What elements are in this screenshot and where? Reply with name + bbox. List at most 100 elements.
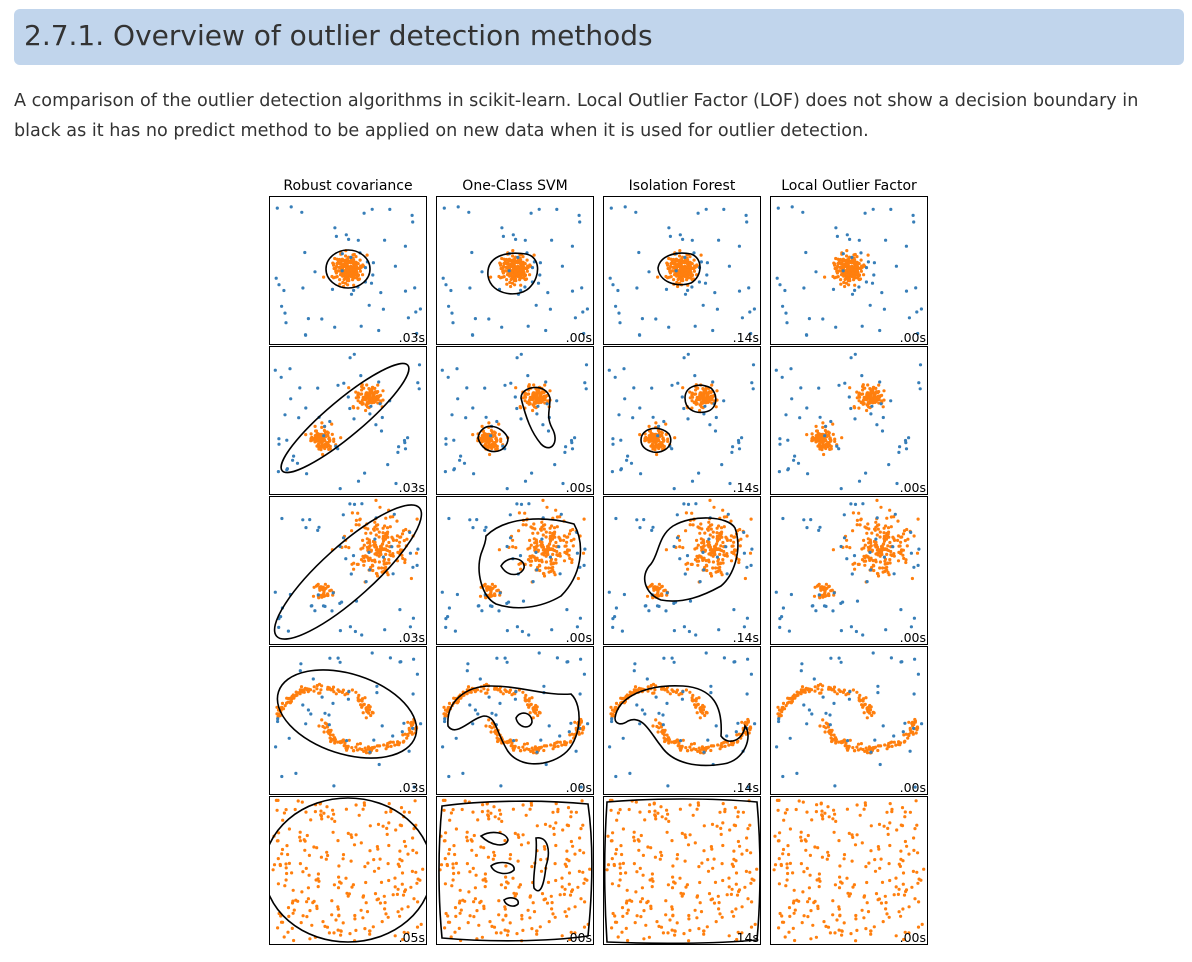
inlier-point (489, 586, 493, 590)
inlier-point (822, 724, 826, 729)
inlier-point (857, 277, 861, 282)
inlier-point (700, 745, 704, 749)
outlier-point (304, 526, 308, 530)
inlier-point (391, 552, 395, 556)
inlier-point (865, 751, 870, 755)
outlier-point (348, 625, 352, 629)
inlier-point (876, 574, 881, 578)
inlier-point (476, 818, 480, 822)
inlier-point (710, 744, 714, 748)
inlier-point (396, 887, 400, 891)
outlier-point (821, 317, 825, 321)
outlier-point (690, 238, 694, 242)
outlier-point (500, 226, 504, 230)
outlier-point (853, 288, 857, 292)
inlier-point (570, 732, 574, 736)
inlier-point (332, 437, 336, 441)
inlier-point (696, 386, 700, 390)
panel-frame (603, 646, 761, 795)
runtime-label: .14s (733, 480, 759, 495)
inlier-point (285, 844, 289, 848)
inlier-point (530, 398, 534, 402)
inlier-point (352, 268, 356, 272)
inlier-point (331, 733, 335, 737)
inlier-point (384, 810, 388, 814)
inlier-point (322, 428, 326, 433)
inlier-point (303, 839, 307, 843)
inlier-point (869, 556, 873, 561)
panel: .00s (436, 646, 594, 795)
inlier-point (514, 277, 518, 281)
runtime-label: .03s (399, 330, 425, 345)
inlier-point (325, 850, 329, 854)
inlier-point (862, 273, 866, 277)
inlier-point (682, 260, 686, 265)
inlier-point (853, 283, 857, 287)
outlier-point (441, 276, 445, 280)
inlier-point (863, 543, 867, 547)
outlier-point (459, 454, 463, 458)
inlier-point (447, 701, 452, 705)
outlier-point (781, 606, 785, 610)
outlier-point (363, 471, 367, 475)
outlier-point (746, 657, 750, 661)
inlier-point (325, 805, 329, 809)
inlier-point (693, 558, 698, 562)
outlier-point (790, 397, 794, 401)
inlier-point (526, 841, 530, 845)
inlier-point (283, 884, 287, 888)
outlier-point (372, 738, 376, 742)
inlier-point (551, 747, 555, 751)
outlier-point (283, 311, 287, 315)
inlier-point (349, 268, 353, 272)
inlier-point (889, 525, 893, 529)
inlier-point (887, 573, 891, 577)
inlier-point (373, 545, 377, 549)
inlier-point (290, 871, 294, 875)
inlier-point (366, 400, 370, 404)
inlier-point (821, 425, 825, 429)
outlier-point (805, 722, 809, 726)
inlier-point (890, 744, 894, 748)
outlier-point (882, 307, 886, 311)
outlier-point (749, 672, 753, 676)
inlier-point (525, 742, 529, 746)
inlier-point (487, 718, 491, 722)
outlier-point (503, 656, 507, 660)
outlier-point (894, 264, 898, 268)
outlier-point (349, 572, 353, 576)
inlier-point (482, 687, 486, 691)
inlier-point (709, 574, 714, 578)
inlier-point (700, 400, 704, 404)
section-header: 2.7.1. Overview of outlier detection met… (14, 9, 1184, 65)
inlier-point (707, 545, 711, 549)
inlier-point (588, 867, 592, 871)
inlier-point (856, 742, 861, 746)
panel-background (436, 796, 594, 945)
outlier-point (332, 784, 336, 788)
outlier-point (916, 672, 920, 676)
inlier-point (881, 542, 885, 546)
inlier-point (318, 444, 322, 448)
outlier-point (527, 633, 531, 637)
inlier-point (497, 899, 501, 903)
inlier-point (521, 272, 525, 276)
outlier-point (621, 736, 625, 740)
outlier-point (309, 604, 313, 608)
outlier-point (553, 463, 557, 467)
inlier-point (393, 743, 397, 747)
outlier-point (563, 450, 567, 454)
inlier-point (831, 274, 835, 279)
outlier-point (845, 233, 849, 237)
inlier-point (869, 394, 873, 399)
outlier-point (352, 502, 357, 506)
inlier-point (669, 261, 673, 266)
outlier-point (450, 413, 454, 417)
inlier-point (562, 559, 567, 563)
outlier-point (417, 363, 422, 367)
outlier-point (508, 536, 513, 540)
inlier-point (386, 915, 390, 919)
inlier-point (531, 392, 535, 396)
inlier-point (390, 535, 394, 539)
inlier-point (718, 747, 722, 751)
